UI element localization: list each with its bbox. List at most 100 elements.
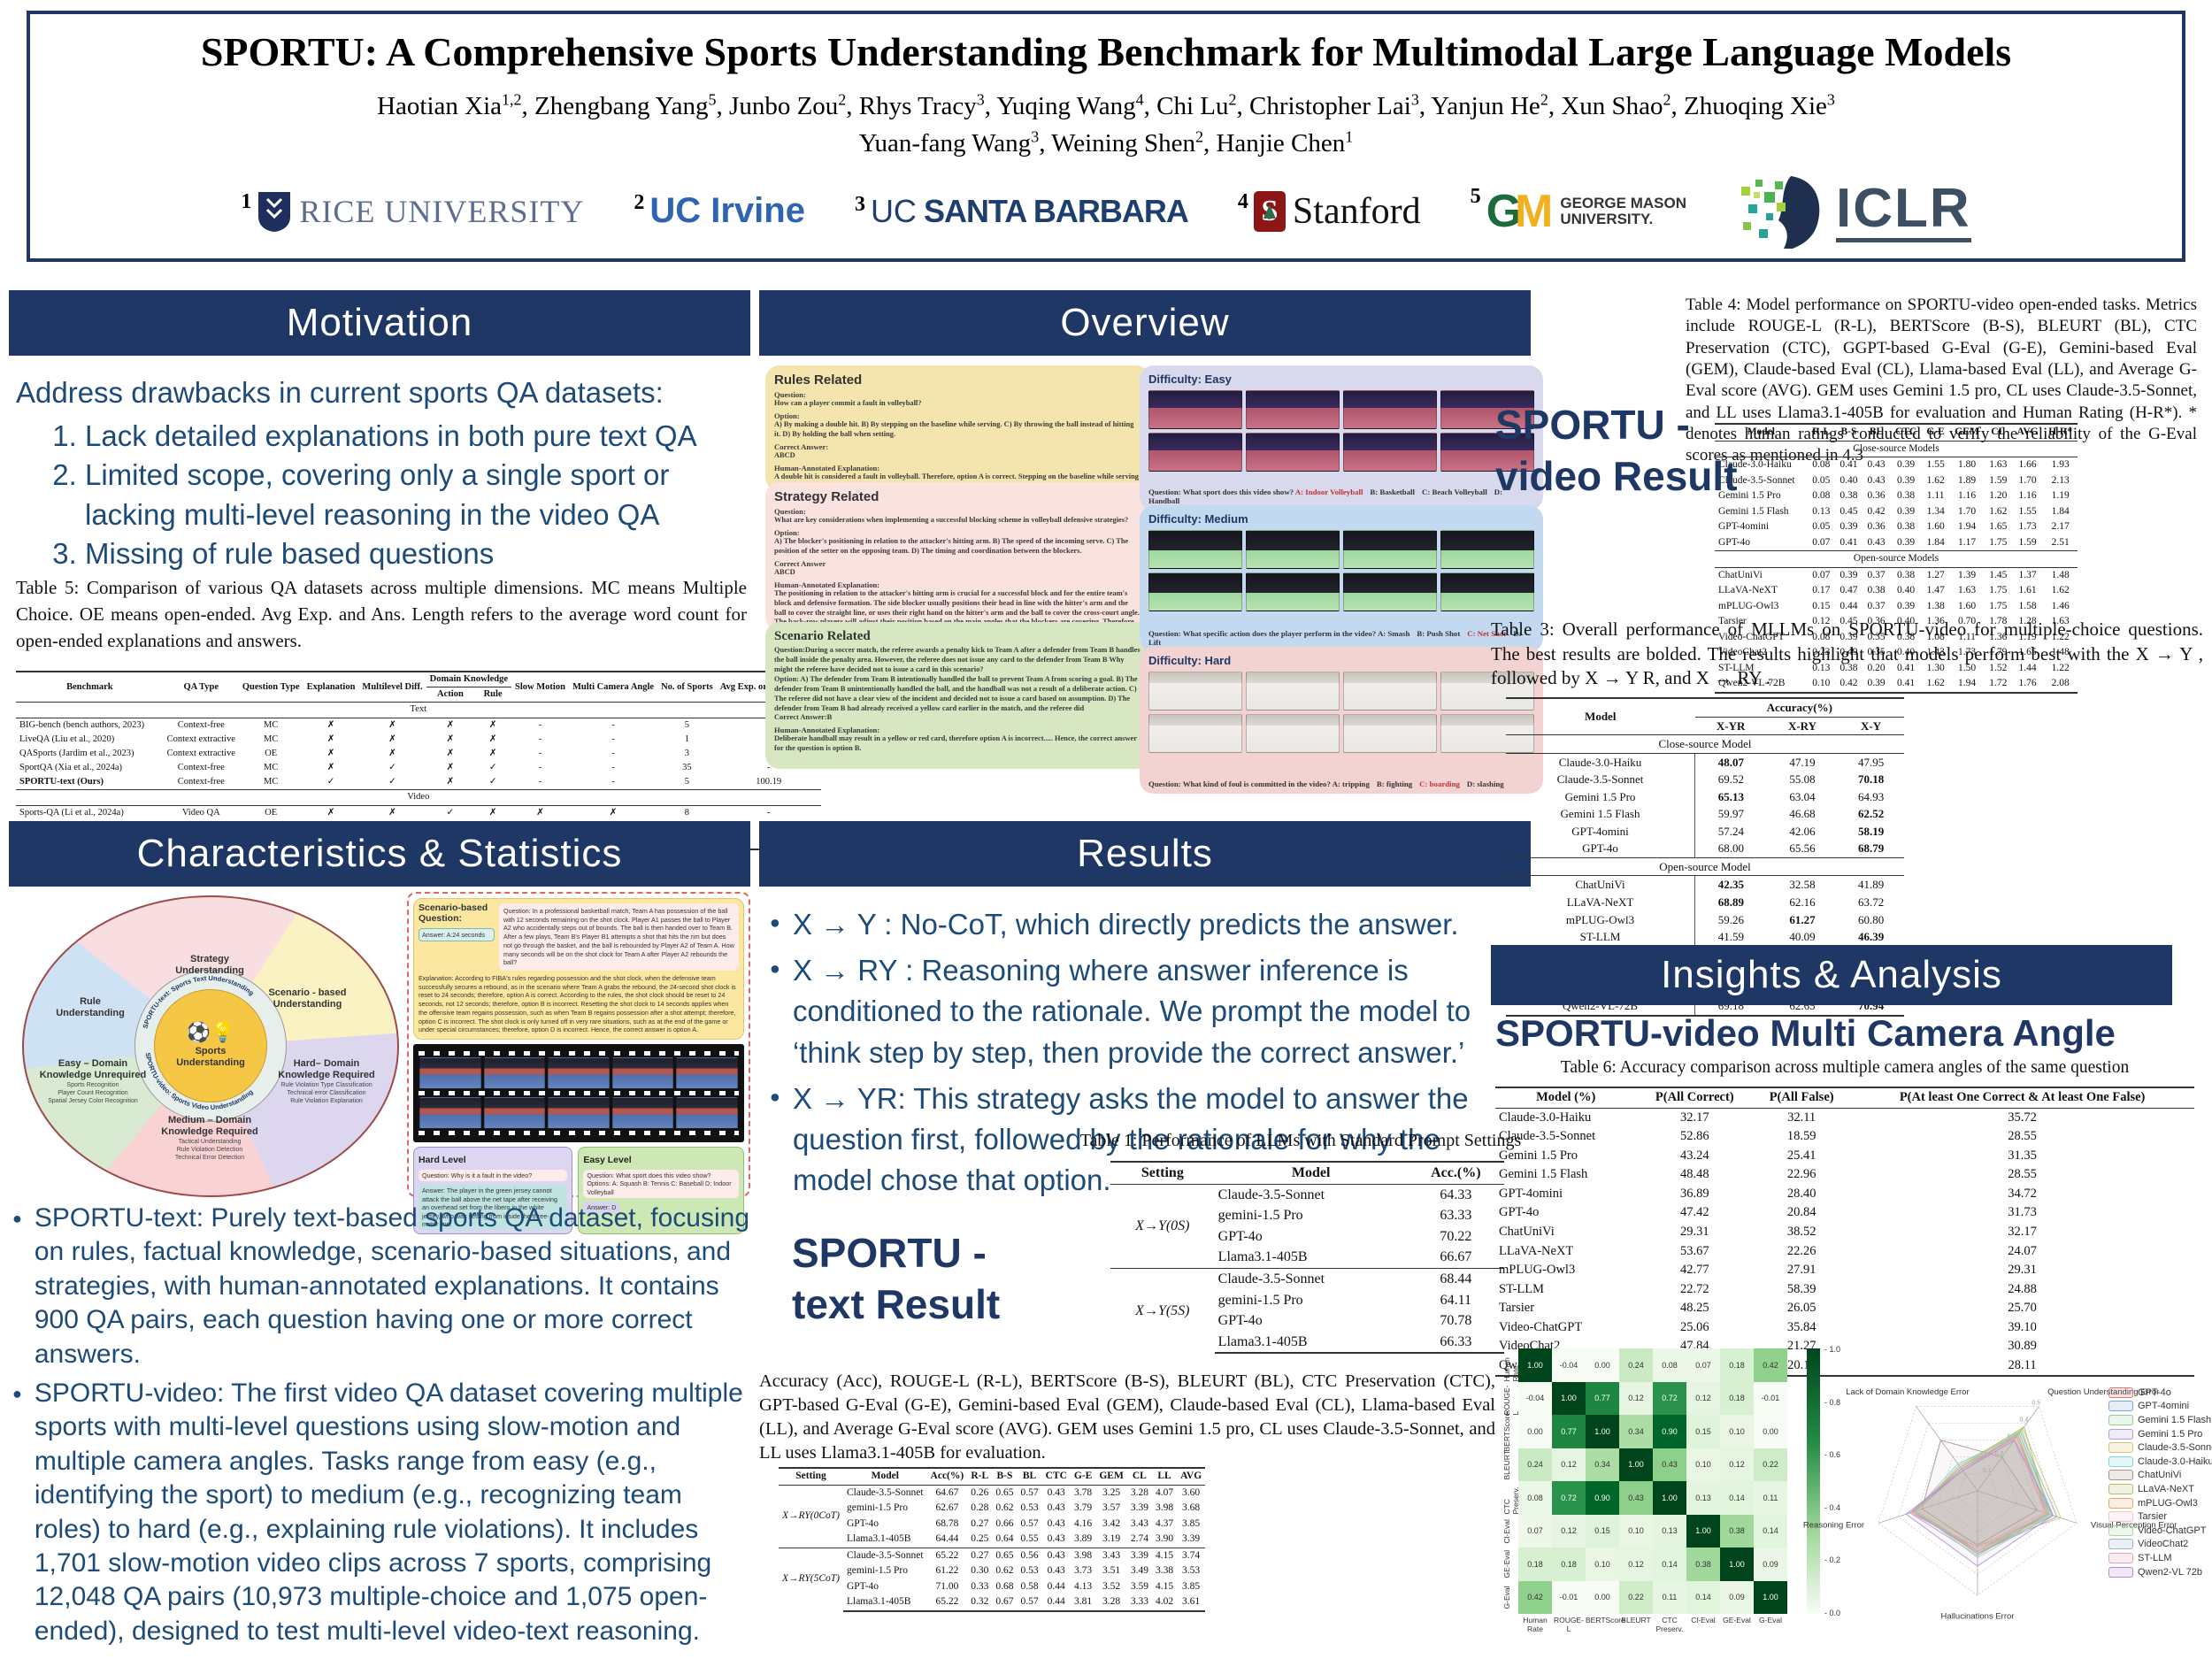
cell: 1.62 (1921, 676, 1950, 694)
strategy-related-title: Strategy Related (774, 489, 879, 504)
easy-question-text: Question: What sport does this video sho… (587, 1171, 711, 1180)
video-frame (1343, 714, 1437, 753)
easy-level-question: Question: What sport does this video sho… (583, 1170, 739, 1199)
cell: Claude-3.5-Sonnet (1217, 1187, 1325, 1202)
col-header: BL (1863, 422, 1891, 442)
col-header: Accuracy(%) (1694, 696, 1904, 718)
cell: GPT-4o (1582, 841, 1618, 856)
heatmap-ylabel: BLEURT (1502, 1449, 1511, 1479)
cell: 3.49 (1130, 1565, 1148, 1577)
option: C: Beach Volleyball (1421, 488, 1487, 496)
cell: 0.47 (1839, 585, 1858, 596)
list-item: Rule Violation Explanation (290, 1097, 363, 1104)
cell: 0.08 (1812, 490, 1831, 502)
cell: 1.47 (1926, 585, 1945, 596)
author-name: Yuqing Wang (996, 92, 1136, 120)
col-header: CTC (1890, 422, 1922, 442)
cell: 22.72 (1679, 1281, 1709, 1296)
table-row: ChatUniVi 0.07 0.39 0.37 0.38 1.27 1.39 1.45 1.3… (1715, 567, 2078, 583)
table-row: Llama3.1-405B 66.67 (1110, 1247, 1504, 1268)
heatmap-cell: 0.15 (1686, 1415, 1720, 1448)
cell: 48.07 (1694, 753, 1767, 772)
cell: 3.60 (1182, 1486, 1201, 1498)
option: B: Push Shot (1417, 629, 1461, 638)
cell: 0.37 (1867, 569, 1886, 580)
table-group-label: Video (16, 789, 821, 806)
heatmap-xlabel: BERTScore (1586, 1616, 1625, 1624)
legend-swatch (2108, 1483, 2133, 1494)
gmu-g: G (1486, 185, 1523, 237)
list-item: Rule Violation Type Classification (280, 1082, 373, 1089)
legend-swatch (2108, 1552, 2133, 1563)
cell: 0.41 (1839, 536, 1858, 548)
col-header: QA Type (163, 671, 239, 703)
cell: 1.62 (2051, 585, 2070, 596)
table-row: ST-LLM 22.72 58.39 24.88 (1495, 1280, 2194, 1300)
cell: 0.45 (1839, 505, 1858, 517)
cell: ✗ (326, 763, 335, 773)
video-frame (611, 1057, 674, 1090)
qa-text: A) By making a double hit. B) By steppin… (774, 419, 1134, 438)
strategy-related-content: Question: What are key considerations whe… (774, 507, 1141, 631)
heatmap-cell: 0.00 (1754, 1415, 1787, 1448)
heatmap-cell: 0.07 (1686, 1348, 1720, 1382)
cell: 0.43 (1867, 459, 1886, 471)
overview-title-bar: Overview (759, 290, 1531, 356)
cell: 1.39 (1957, 569, 1977, 580)
video-frame (676, 1057, 738, 1090)
col-header: P(All Correct) (1636, 1086, 1754, 1109)
bullet-icon: ● (12, 1384, 22, 1402)
col-header: Benchmark (16, 671, 164, 703)
heatmap-cell: -0.04 (1518, 1381, 1552, 1415)
option-correct: C: Net Shot (1467, 629, 1507, 638)
col-header: Model (1715, 422, 1808, 442)
cell: LLaVA-NeXT (1718, 585, 1778, 596)
iclr-label: ICLR (1835, 180, 1971, 242)
heatmap-xlabel: ROUGE-L (1554, 1616, 1584, 1633)
qa-text: Option: A) The defender from Team B inte… (774, 674, 1138, 712)
radar-axis (1878, 1490, 1978, 1524)
cell: Qwen2-VL-72B (1715, 676, 1808, 694)
table-group-label: Open-source Model (1506, 856, 1904, 877)
video-frame (1148, 530, 1242, 569)
author-name: Zhuoqing Xie (1684, 92, 1827, 120)
cell: 28.40 (1786, 1186, 1816, 1201)
legend-label: Gemini 1.5 Flash (2138, 1414, 2212, 1425)
cell: 1.66 (2018, 459, 2037, 471)
cell: ✓ (388, 763, 396, 773)
cell: 48.25 (1679, 1301, 1709, 1316)
table-row: Llama3.1-405B 66.33 (1110, 1331, 1504, 1355)
video-frame (1440, 433, 1534, 472)
cell: 28.55 (2008, 1167, 2037, 1182)
cell: 0.66 (995, 1517, 1014, 1529)
cell: LiveQA (Liu et al., 2020) (19, 733, 115, 744)
rice-logo: 1 RICE UNIVERSITY (241, 190, 584, 233)
author-name: Yuan-fang Wang (858, 129, 1032, 157)
cell: 1.59 (2018, 536, 2037, 548)
cell: 53.67 (1679, 1243, 1709, 1258)
cell: 3.39 (1126, 1547, 1152, 1564)
cell: 1.84 (2051, 505, 2070, 517)
cell: ✗ (388, 733, 396, 744)
table-row: gemini-1.5 Pro 62.67 0.28 0.62 0.53 0.43 3.79 3… (779, 1501, 1205, 1517)
col-header: G-E (1070, 1466, 1096, 1486)
cell: 0.37 (1867, 600, 1886, 611)
metrics-note: Accuracy (Acc), ROUGE-L (R-L), BERTScore… (759, 1371, 1495, 1463)
heatmap-cell: 1.00 (1653, 1481, 1686, 1515)
table-row: Llama3.1-405B 64.44 0.25 0.64 0.55 0.43 3.89 3.… (779, 1532, 1205, 1548)
motivation-body: Address drawbacks in current sports QA d… (16, 373, 750, 574)
heatmap-xlabel: CTC Preserv. (1655, 1616, 1684, 1633)
cell: 4.37 (1155, 1517, 1174, 1529)
wheel-easy-items: Sports Recognition Player Count Recogniti… (35, 1082, 150, 1105)
cell: Claude-3.0-Haiku (1718, 459, 1792, 471)
video-frame (1343, 672, 1437, 710)
cell: 1.72 (1984, 676, 2012, 694)
cell: 1.75 (1989, 536, 2008, 548)
col-header: Rule (474, 687, 512, 703)
gmu-label: GEORGE MASON UNIVERSITY. (1560, 195, 1686, 227)
video-frame (483, 1057, 546, 1090)
filmstrip-sprockets (419, 1131, 739, 1136)
heatmap-cell: 0.10 (1686, 1448, 1720, 1481)
heatmap-cell: 0.18 (1552, 1548, 1586, 1581)
cell: 0.43 (1047, 1565, 1065, 1577)
